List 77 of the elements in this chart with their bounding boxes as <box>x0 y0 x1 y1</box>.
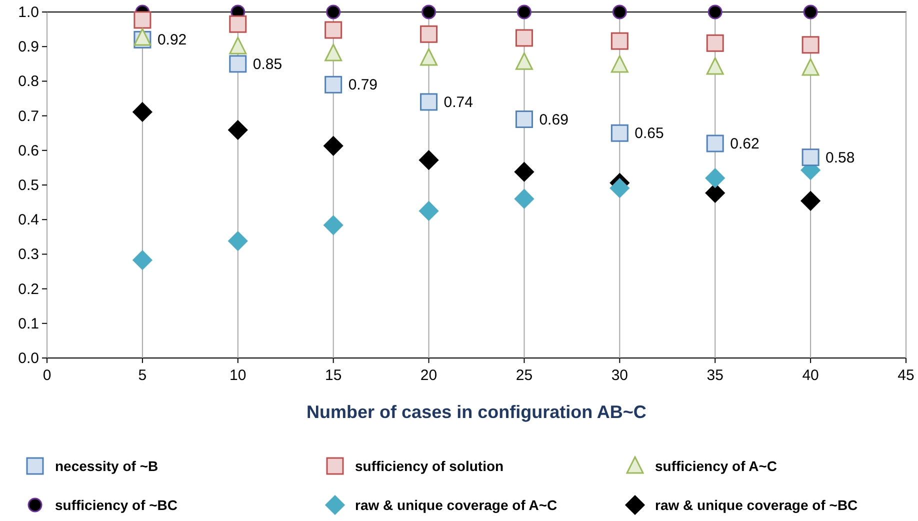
legend-label: raw & unique coverage of A~C <box>355 497 558 513</box>
point <box>228 120 248 140</box>
data-label: 0.58 <box>826 149 855 166</box>
data-label: 0.85 <box>252 56 282 73</box>
point <box>708 4 722 20</box>
x-axis-title: Number of cases in configuration AB~C <box>306 402 646 422</box>
point <box>422 4 436 20</box>
point <box>420 48 438 66</box>
point <box>706 57 724 75</box>
point <box>610 55 628 73</box>
x-tick-label: 25 <box>516 367 533 384</box>
point <box>419 150 439 170</box>
x-tick-label: 40 <box>802 367 819 384</box>
x-tick-label: 0 <box>42 367 52 384</box>
data-label: 0.74 <box>444 94 473 111</box>
point <box>515 52 533 70</box>
point <box>132 250 152 270</box>
legend-label: necessity of ~B <box>55 458 158 474</box>
point <box>324 215 344 235</box>
point <box>802 58 820 76</box>
point <box>420 93 438 111</box>
point <box>229 36 247 54</box>
x-tick-label: 35 <box>706 367 724 384</box>
point <box>420 25 438 43</box>
point <box>612 4 627 20</box>
point <box>706 34 724 52</box>
x-tick-label: 10 <box>230 367 246 384</box>
x-tick-label: 45 <box>898 367 914 384</box>
point <box>515 110 533 128</box>
point <box>134 11 152 29</box>
point <box>324 76 342 94</box>
point <box>514 189 534 209</box>
point <box>705 168 725 188</box>
point <box>326 4 341 20</box>
x-tick-label: 20 <box>420 367 438 384</box>
legend-label: sufficiency of solution <box>355 458 504 474</box>
y-tick-label: 0.0 <box>18 350 39 367</box>
data-label: 0.65 <box>634 125 664 142</box>
point <box>706 134 724 152</box>
data-label: 0.69 <box>539 111 568 128</box>
point <box>516 4 532 20</box>
point <box>229 15 247 33</box>
data-label: 0.92 <box>157 32 187 49</box>
data-label: 0.79 <box>348 76 378 94</box>
y-tick-label: 0.8 <box>18 73 39 90</box>
point <box>800 191 820 211</box>
y-tick-label: 0.9 <box>18 38 39 56</box>
legend-label: sufficiency of A~C <box>655 458 778 474</box>
point <box>802 148 820 166</box>
y-tick-label: 0.1 <box>18 315 39 332</box>
point <box>610 32 628 50</box>
y-tick-label: 0.5 <box>18 177 39 194</box>
point <box>229 55 247 73</box>
y-tick-label: 0.3 <box>18 246 39 264</box>
point <box>514 162 534 182</box>
y-tick-label: 0.7 <box>18 108 39 125</box>
point <box>610 178 630 198</box>
x-tick-label: 30 <box>611 367 628 384</box>
legend-label: raw & unique coverage of ~BC <box>655 497 858 513</box>
data-label: 0.62 <box>730 135 760 152</box>
y-tick-label: 1.0 <box>18 4 39 21</box>
point <box>324 136 344 156</box>
legend-label: sufficiency of ~BC <box>55 497 178 513</box>
point <box>324 21 342 39</box>
x-tick-label: 5 <box>138 367 147 384</box>
point <box>324 44 342 62</box>
point <box>515 29 533 47</box>
point <box>803 4 818 20</box>
y-tick-label: 0.4 <box>18 212 39 229</box>
x-tick-label: 15 <box>324 367 342 384</box>
point <box>610 124 628 142</box>
point <box>802 36 820 54</box>
point <box>419 201 439 221</box>
point <box>228 231 248 251</box>
y-tick-label: 0.6 <box>18 142 39 160</box>
point <box>132 102 152 122</box>
y-tick-label: 0.2 <box>18 280 39 298</box>
